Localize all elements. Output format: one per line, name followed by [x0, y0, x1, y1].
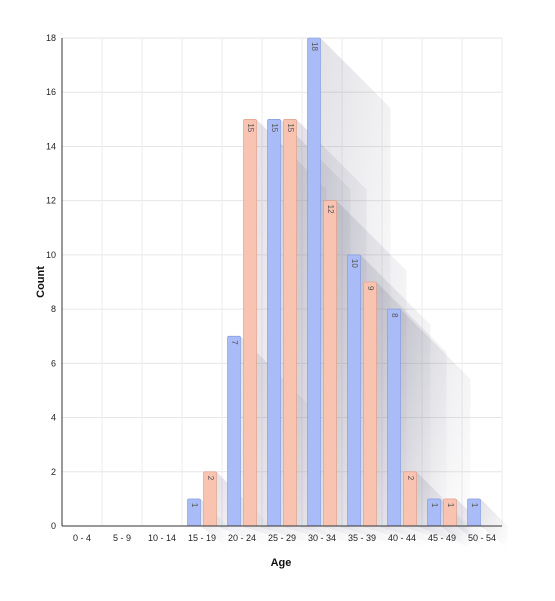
x-tick-label: 0 - 4 [73, 533, 91, 543]
bar-value-label: 15 [246, 123, 255, 132]
bar-shadow [480, 498, 508, 548]
bar-value-label: 15 [286, 123, 295, 132]
x-axis-title: Age [271, 557, 292, 569]
x-tick-label: 40 - 44 [388, 533, 416, 543]
y-tick-label: 16 [46, 87, 56, 97]
x-tick-label: 5 - 9 [113, 533, 131, 543]
bar [227, 335, 241, 527]
bar-value-label: 8 [390, 313, 399, 318]
x-tick-label: 10 - 14 [148, 533, 176, 543]
y-tick-label: 8 [51, 304, 56, 314]
x-tick-label: 20 - 24 [228, 533, 256, 543]
bar-value-label: 1 [446, 503, 455, 508]
bar-value-label: 15 [270, 123, 279, 132]
y-tick-label: 0 [51, 521, 56, 531]
y-tick-label: 14 [46, 141, 56, 151]
x-tick-label: 15 - 19 [188, 533, 216, 543]
y-tick-label: 2 [51, 467, 56, 477]
bar [387, 308, 401, 527]
bar-value-label: 2 [406, 476, 415, 481]
y-tick-label: 12 [46, 196, 56, 206]
axes [61, 38, 502, 527]
bar-value-label: 1 [430, 503, 439, 508]
bar-value-label: 2 [206, 476, 215, 481]
x-tick-label: 45 - 49 [428, 533, 456, 543]
y-tick-label: 4 [51, 413, 56, 423]
y-tick-label: 6 [51, 358, 56, 368]
bar-value-label: 18 [310, 42, 319, 51]
bar [307, 37, 321, 527]
bar-value-label: 9 [366, 286, 375, 291]
bar [243, 119, 257, 527]
bar [347, 254, 361, 527]
y-tick-label: 18 [46, 33, 56, 43]
x-tick-label: 50 - 54 [468, 533, 496, 543]
bar-value-label: 12 [326, 205, 335, 214]
x-tick-label: 35 - 39 [348, 533, 376, 543]
bar [283, 119, 297, 527]
bar-value-label: 7 [230, 340, 239, 345]
x-tick-label: 30 - 34 [308, 533, 336, 543]
bar [323, 200, 337, 527]
bar [267, 119, 281, 527]
y-tick-label: 10 [46, 250, 56, 260]
bar-value-label: 10 [350, 259, 359, 268]
bar-value-label: 1 [190, 503, 199, 508]
x-tick-label: 25 - 29 [268, 533, 296, 543]
y-axis-title: Count [35, 266, 47, 298]
bar-value-label: 1 [470, 503, 479, 508]
bar [363, 281, 377, 527]
